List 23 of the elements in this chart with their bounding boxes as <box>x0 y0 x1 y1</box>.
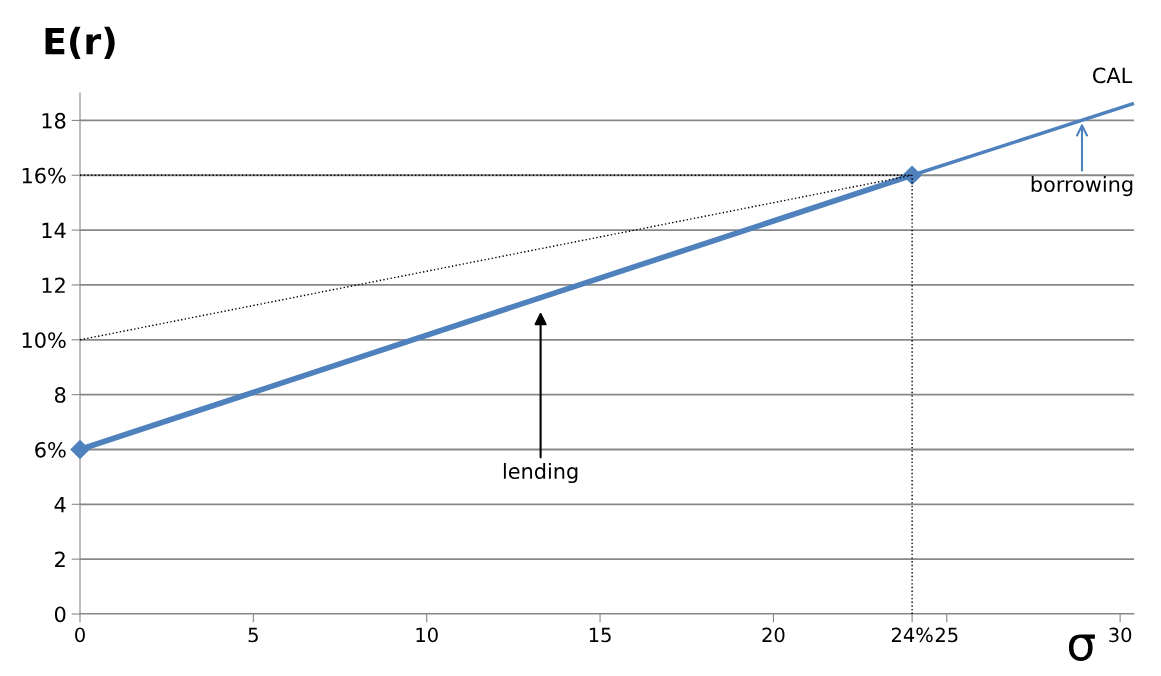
x-tick-label: 5 <box>248 627 258 643</box>
y-tick-label: 8 <box>54 387 66 403</box>
x-tick-label: 30 <box>1109 627 1132 643</box>
x-tick-label: 25 <box>935 627 958 643</box>
x-tick-label: 0 <box>75 627 85 643</box>
annotation: borrowing <box>1031 175 1133 197</box>
y-tick-label: 16% <box>22 167 66 184</box>
y-axis-title: E(r) <box>45 26 115 59</box>
y-tick-label: 0 <box>54 606 66 623</box>
y-tick-label: 4 <box>54 497 66 513</box>
x-tick-label: 10 <box>416 627 438 643</box>
annotation: lending <box>503 462 578 484</box>
y-tick-label: 10% <box>22 332 66 348</box>
y-tick-label: 14 <box>42 222 66 239</box>
x-tick-label: 20 <box>762 627 785 643</box>
annotation: CAL <box>1093 67 1133 84</box>
y-tick-label: 6% <box>35 441 66 458</box>
y-tick-label: 18 <box>42 112 66 129</box>
x-tick-label: 15 <box>589 627 611 643</box>
y-tick-label: 12 <box>42 277 65 293</box>
x-tick-label: 24% <box>891 627 933 643</box>
x-axis-title: σ <box>1068 634 1095 661</box>
y-tick-label: 2 <box>55 551 65 568</box>
